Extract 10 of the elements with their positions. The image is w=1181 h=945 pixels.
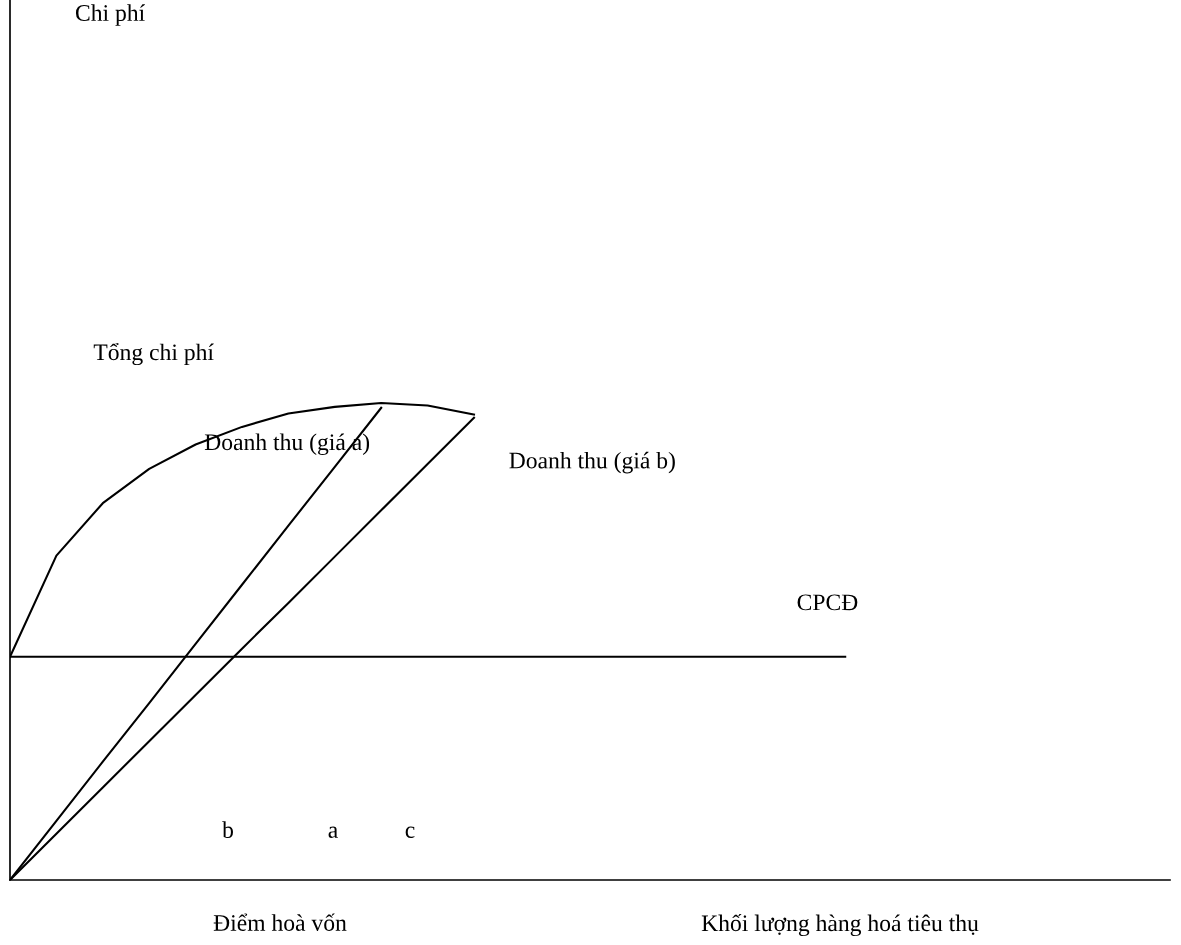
x-axis-title: Khối lượng hàng hoá tiêu thụ xyxy=(701,913,979,937)
series-label: CPCĐ xyxy=(797,594,858,611)
series-label: Doanh thu (giá a) xyxy=(204,433,370,456)
text: Điểm hoà vốn xyxy=(213,913,347,931)
annotation: b xyxy=(222,821,233,838)
annotation: c xyxy=(405,826,415,838)
text: Chi phí xyxy=(75,4,145,26)
annotation: a xyxy=(328,826,338,838)
text: Doanh thu (giá b) xyxy=(509,451,675,474)
text: Tổng chi phí xyxy=(93,342,214,366)
